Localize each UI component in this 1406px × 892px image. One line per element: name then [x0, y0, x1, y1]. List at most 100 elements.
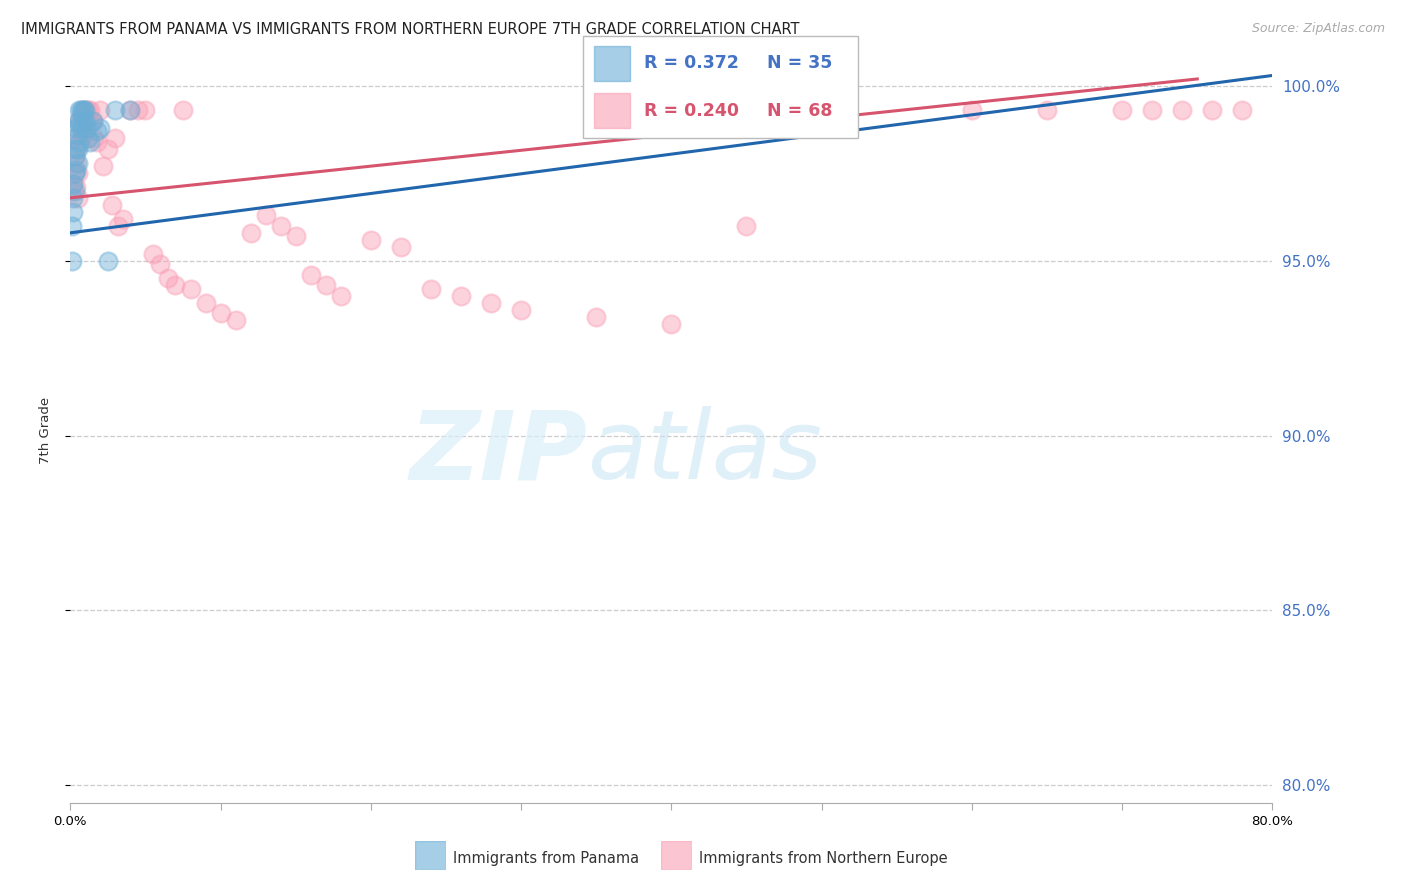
Point — [239, 226, 262, 240]
Point — [270, 219, 292, 233]
Point — [60, 184, 83, 198]
Point — [299, 268, 322, 282]
Point — [76, 120, 98, 135]
Point — [67, 103, 90, 118]
Point — [389, 240, 412, 254]
Text: N = 35: N = 35 — [768, 54, 832, 72]
Point — [97, 253, 120, 268]
Point — [104, 131, 127, 145]
Point — [73, 114, 96, 128]
Point — [225, 313, 247, 327]
Point — [149, 257, 172, 271]
Point — [134, 103, 156, 118]
Point — [329, 289, 352, 303]
Point — [80, 114, 103, 128]
Point — [180, 282, 202, 296]
Point — [111, 211, 134, 226]
Point — [65, 162, 87, 177]
Point — [661, 317, 683, 331]
Point — [142, 247, 165, 261]
Point — [79, 103, 101, 118]
Point — [69, 103, 91, 118]
Point — [73, 103, 96, 118]
Point — [75, 114, 97, 128]
Point — [1201, 103, 1223, 118]
Point — [735, 219, 758, 233]
Point — [69, 120, 91, 135]
Point — [75, 103, 97, 118]
Point — [101, 198, 124, 212]
Point — [66, 191, 89, 205]
Point — [420, 282, 443, 296]
Point — [65, 156, 87, 170]
Point — [1111, 103, 1133, 118]
Point — [172, 103, 194, 118]
Point — [104, 103, 127, 118]
Point — [63, 166, 86, 180]
Point — [63, 149, 86, 163]
Point — [194, 295, 217, 310]
Point — [127, 103, 149, 118]
Point — [83, 131, 105, 145]
Text: Immigrants from Panama: Immigrants from Panama — [453, 851, 638, 865]
Point — [67, 117, 90, 131]
Point — [67, 138, 90, 153]
Point — [62, 191, 84, 205]
Point — [1036, 103, 1059, 118]
Point — [60, 253, 83, 268]
Point — [810, 103, 832, 118]
Point — [69, 111, 91, 125]
Y-axis label: 7th Grade: 7th Grade — [39, 397, 52, 464]
Point — [510, 302, 533, 317]
Bar — [595, 45, 630, 81]
Point — [62, 204, 84, 219]
Point — [960, 103, 983, 118]
Point — [66, 166, 89, 180]
Point — [209, 306, 232, 320]
Point — [69, 131, 91, 145]
Point — [73, 103, 96, 118]
Point — [67, 114, 90, 128]
Point — [120, 103, 142, 118]
Point — [75, 124, 97, 138]
Point — [585, 310, 607, 324]
Point — [77, 103, 100, 118]
Point — [72, 128, 94, 142]
Text: Source: ZipAtlas.com: Source: ZipAtlas.com — [1251, 22, 1385, 36]
Text: R = 0.240: R = 0.240 — [644, 102, 738, 120]
Point — [67, 135, 90, 149]
Point — [89, 120, 111, 135]
Point — [1142, 103, 1164, 118]
Point — [86, 135, 108, 149]
Text: R = 0.372: R = 0.372 — [644, 54, 738, 72]
Point — [62, 177, 84, 191]
Point — [1171, 103, 1194, 118]
Point — [66, 114, 89, 128]
Point — [63, 149, 86, 163]
Point — [63, 184, 86, 198]
Point — [93, 160, 115, 174]
Point — [72, 107, 94, 121]
Point — [76, 114, 98, 128]
Point — [66, 128, 89, 142]
Point — [65, 142, 87, 156]
Point — [77, 131, 100, 145]
Point — [165, 278, 187, 293]
Point — [82, 114, 104, 128]
Point — [65, 180, 87, 194]
Point — [72, 103, 94, 118]
Text: IMMIGRANTS FROM PANAMA VS IMMIGRANTS FROM NORTHERN EUROPE 7TH GRADE CORRELATION : IMMIGRANTS FROM PANAMA VS IMMIGRANTS FRO… — [21, 22, 800, 37]
Point — [66, 142, 89, 156]
Point — [72, 117, 94, 131]
Point — [1232, 103, 1254, 118]
Text: Immigrants from Northern Europe: Immigrants from Northern Europe — [699, 851, 948, 865]
Point — [63, 166, 86, 180]
Point — [107, 219, 129, 233]
FancyBboxPatch shape — [583, 36, 858, 138]
Point — [86, 124, 108, 138]
Point — [479, 295, 502, 310]
Point — [75, 103, 97, 118]
Bar — [595, 93, 630, 128]
Point — [79, 135, 101, 149]
Point — [156, 271, 179, 285]
